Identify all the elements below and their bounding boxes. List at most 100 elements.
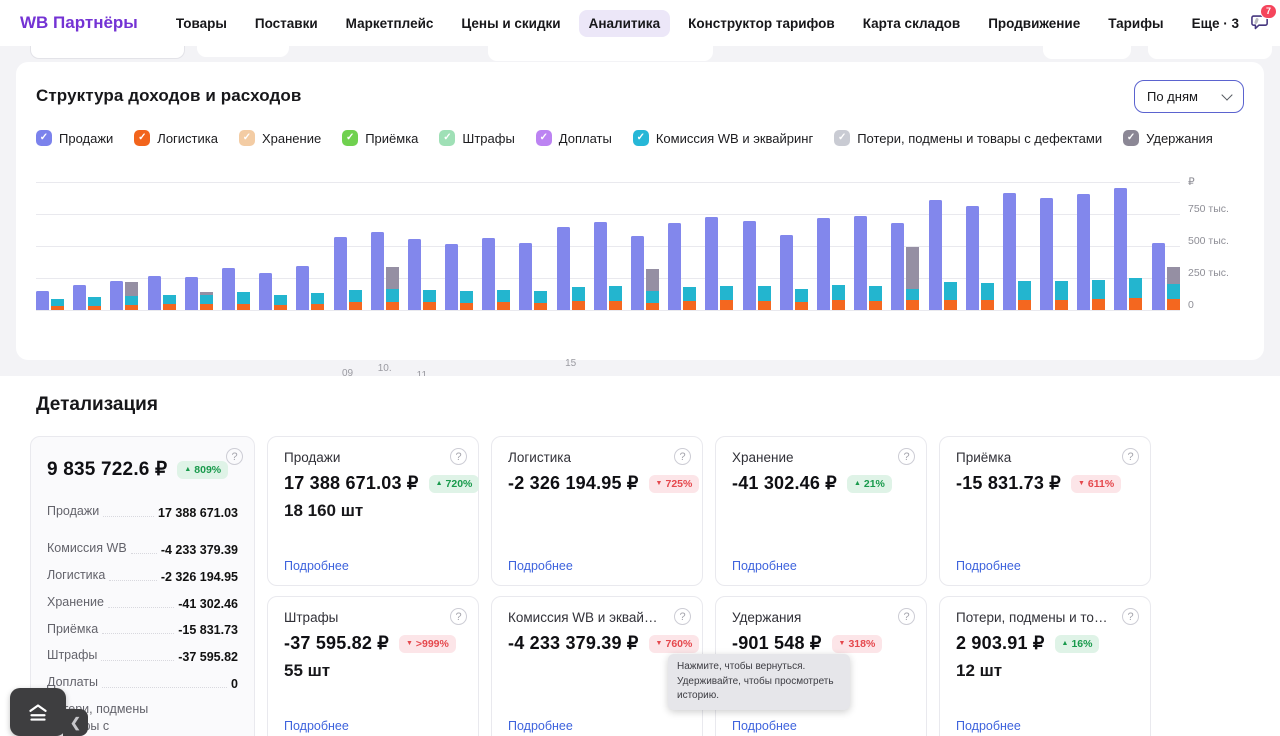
details-link[interactable]: Подробнее	[732, 559, 910, 573]
nav-item[interactable]: Конструктор тарифов	[678, 10, 845, 37]
wb-partners-logo[interactable]: WB Партнёры	[20, 13, 138, 33]
nav-item[interactable]: Тарифы	[1098, 10, 1173, 37]
details-link[interactable]: Подробнее	[508, 559, 686, 573]
expense-stack-bar	[646, 269, 659, 310]
bar-group[interactable]	[631, 236, 659, 310]
help-icon[interactable]: ?	[898, 448, 915, 465]
nav-item[interactable]: Карта складов	[853, 10, 970, 37]
cutoff-control-fragment[interactable]	[30, 46, 185, 59]
legend-checkbox-item[interactable]: ✓ Продажи	[36, 130, 113, 146]
bar-group[interactable]: 05	[185, 277, 213, 310]
checkbox-checked-icon[interactable]: ✓	[342, 130, 358, 146]
checkbox-checked-icon[interactable]: ✓	[36, 130, 52, 146]
legend-checkbox-item[interactable]: ✓ Логистика	[134, 130, 218, 146]
help-icon[interactable]: ?	[450, 448, 467, 465]
bar-group[interactable]: 0	[73, 285, 101, 310]
help-icon[interactable]: ?	[1122, 608, 1139, 625]
bar-group[interactable]	[966, 206, 994, 310]
sales-bar	[222, 268, 235, 310]
detail-card-title: Потери, подмены и товары с ...	[956, 610, 1134, 625]
summary-row-label: Продажи	[47, 503, 99, 520]
details-link[interactable]: Подробнее	[956, 719, 1134, 733]
bar-group[interactable]	[594, 222, 622, 310]
legend-checkbox-item[interactable]: ✓ Потери, подмены и товары с дефектами	[834, 130, 1102, 146]
legend-checkbox-item[interactable]: ✓ Хранение	[239, 130, 321, 146]
help-icon[interactable]: ?	[226, 448, 243, 465]
checkbox-checked-icon[interactable]: ✓	[134, 130, 150, 146]
expense-stack-bar	[683, 287, 696, 310]
bar-group[interactable]	[1003, 193, 1031, 310]
checkbox-checked-icon[interactable]: ✓	[1123, 130, 1139, 146]
bar-group[interactable]	[743, 221, 771, 310]
checkbox-checked-icon[interactable]: ✓	[439, 130, 455, 146]
bar-group[interactable]	[780, 235, 808, 310]
bar-group[interactable]	[1114, 188, 1142, 310]
bar-group[interactable]	[668, 223, 696, 310]
legend-checkbox-item[interactable]: ✓ Комиссия WB и эквайринг	[633, 130, 813, 146]
bar-group[interactable]	[259, 273, 287, 310]
details-link[interactable]: Подробнее	[284, 559, 462, 573]
sales-bar	[1040, 198, 1053, 310]
bar-group[interactable]: 10.	[371, 232, 399, 310]
bar-group[interactable]	[1152, 243, 1180, 310]
checkbox-checked-icon[interactable]: ✓	[239, 130, 255, 146]
nav-item[interactable]: Аналитика	[579, 10, 670, 37]
bar-group[interactable]	[929, 200, 957, 310]
legend-checkbox-item[interactable]: ✓ Доплаты	[536, 130, 612, 146]
bar-group[interactable]: 04	[148, 276, 176, 310]
help-icon[interactable]: ?	[450, 608, 467, 625]
bar-group[interactable]	[1077, 194, 1105, 310]
bar-group[interactable]: 15	[557, 227, 585, 310]
nav-item[interactable]: Цены и скидки	[451, 10, 570, 37]
legend-checkbox-item[interactable]: ✓ Штрафы	[439, 130, 514, 146]
bar-group[interactable]: 03	[110, 281, 138, 310]
nav-item[interactable]: Товары	[166, 10, 237, 37]
help-icon[interactable]: ?	[674, 608, 691, 625]
nav-item[interactable]: Поставки	[245, 10, 328, 37]
bar-group[interactable]	[891, 223, 919, 310]
bar-group[interactable]: 0(	[296, 266, 324, 310]
help-icon[interactable]: ?	[898, 608, 915, 625]
bar-group[interactable]	[705, 217, 733, 310]
help-icon[interactable]: ?	[1122, 448, 1139, 465]
cutoff-control-fragment[interactable]	[1148, 46, 1272, 59]
commission-segment	[88, 297, 101, 305]
bar-group[interactable]: 11	[408, 239, 436, 310]
expense-stack-bar	[1055, 281, 1068, 310]
bar-group[interactable]: 01.	[36, 291, 64, 310]
legend-checkbox-item[interactable]: ✓ Приёмка	[342, 130, 418, 146]
bar-group[interactable]	[445, 244, 473, 310]
legend-checkbox-item[interactable]: ✓ Удержания	[1123, 130, 1213, 146]
checkbox-checked-icon[interactable]: ✓	[834, 130, 850, 146]
details-link[interactable]: Подробнее	[956, 559, 1134, 573]
widget-toggle-button[interactable]	[10, 688, 66, 736]
bar-group[interactable]: 09	[334, 237, 362, 310]
logistics-segment	[720, 300, 733, 310]
sales-bar	[929, 200, 942, 310]
cutoff-control-fragment[interactable]	[197, 46, 289, 57]
help-icon[interactable]: ?	[674, 448, 691, 465]
bar-group[interactable]	[222, 268, 250, 310]
cutoff-control-fragment[interactable]	[488, 46, 713, 61]
detail-card-value: -2 326 194.95 ₽	[508, 473, 639, 494]
bar-group[interactable]	[817, 218, 845, 310]
bar-group[interactable]	[854, 216, 882, 310]
nav-item[interactable]: Продвижение	[978, 10, 1090, 37]
details-link[interactable]: Подробнее	[508, 719, 686, 733]
nav-item[interactable]: Еще · 3	[1182, 10, 1249, 37]
nav-item[interactable]: Маркетплейс	[336, 10, 444, 37]
details-link[interactable]: Подробнее	[732, 719, 910, 733]
detail-card-quantity: 12 шт	[956, 661, 1134, 681]
bar-group[interactable]	[1040, 198, 1068, 310]
cutoff-control-fragment[interactable]	[1043, 46, 1131, 59]
checkbox-checked-icon[interactable]: ✓	[633, 130, 649, 146]
period-select[interactable]: По дням	[1134, 80, 1244, 113]
checkbox-checked-icon[interactable]: ✓	[536, 130, 552, 146]
bar-group[interactable]	[519, 243, 547, 310]
change-badge: ▼ >999%	[399, 635, 456, 653]
widget-collapse-button[interactable]: ❮	[63, 709, 88, 736]
bar-group[interactable]	[482, 238, 510, 310]
messages-icon[interactable]: 7	[1249, 11, 1273, 35]
change-badge: ▼ 318%	[832, 635, 883, 653]
details-link[interactable]: Подробнее	[284, 719, 462, 733]
